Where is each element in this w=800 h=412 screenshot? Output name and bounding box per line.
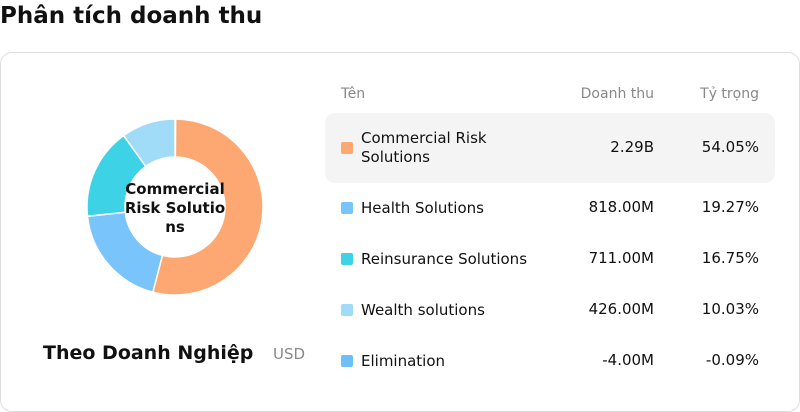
donut-segment: [151, 118, 264, 296]
row-revenue: -4.00M: [602, 351, 654, 369]
row-name: Commercial Risk Solutions: [361, 129, 487, 166]
donut-subtitle: Theo Doanh Nghiệp: [43, 342, 254, 364]
donut-center-label: Commercial Risk Solutions: [124, 180, 226, 236]
row-revenue: 426.00M: [588, 300, 654, 318]
row-revenue: 711.00M: [588, 249, 654, 267]
legend-swatch: [341, 304, 353, 316]
row-share: -0.09%: [705, 351, 759, 369]
table-row[interactable]: Elimination -4.00M -0.09%: [325, 326, 775, 396]
table-row[interactable]: Reinsurance Solutions 711.00M 16.75%: [325, 224, 775, 294]
table-row[interactable]: Commercial Risk Solutions 2.29B 54.05%: [325, 113, 775, 183]
table-row[interactable]: Wealth solutions 426.00M 10.03%: [325, 275, 775, 345]
donut-chart: [86, 118, 264, 296]
row-name: Elimination: [361, 351, 446, 370]
column-header: Tỷ trọng: [700, 86, 759, 102]
row-name: Reinsurance Solutions: [361, 249, 528, 268]
table-row[interactable]: Health Solutions 818.00M 19.27%: [325, 173, 775, 243]
row-revenue: 818.00M: [588, 198, 654, 216]
donut-segment: [174, 118, 177, 158]
row-share: 10.03%: [701, 300, 759, 318]
column-header: Doanh thu: [580, 86, 654, 102]
unit-label: USD: [273, 345, 306, 363]
row-revenue: 2.29B: [610, 138, 654, 156]
column-header: Tên: [341, 86, 366, 102]
legend-swatch: [341, 202, 353, 214]
row-name: Health Solutions: [361, 198, 484, 217]
legend-swatch: [341, 355, 353, 367]
row-share: 54.05%: [701, 138, 759, 156]
legend-swatch: [341, 142, 353, 154]
row-share: 19.27%: [701, 198, 759, 216]
page-title: Phân tích doanh thu: [0, 3, 263, 29]
row-share: 16.75%: [701, 249, 759, 267]
row-name: Wealth solutions: [361, 300, 485, 319]
legend-swatch: [341, 253, 353, 265]
